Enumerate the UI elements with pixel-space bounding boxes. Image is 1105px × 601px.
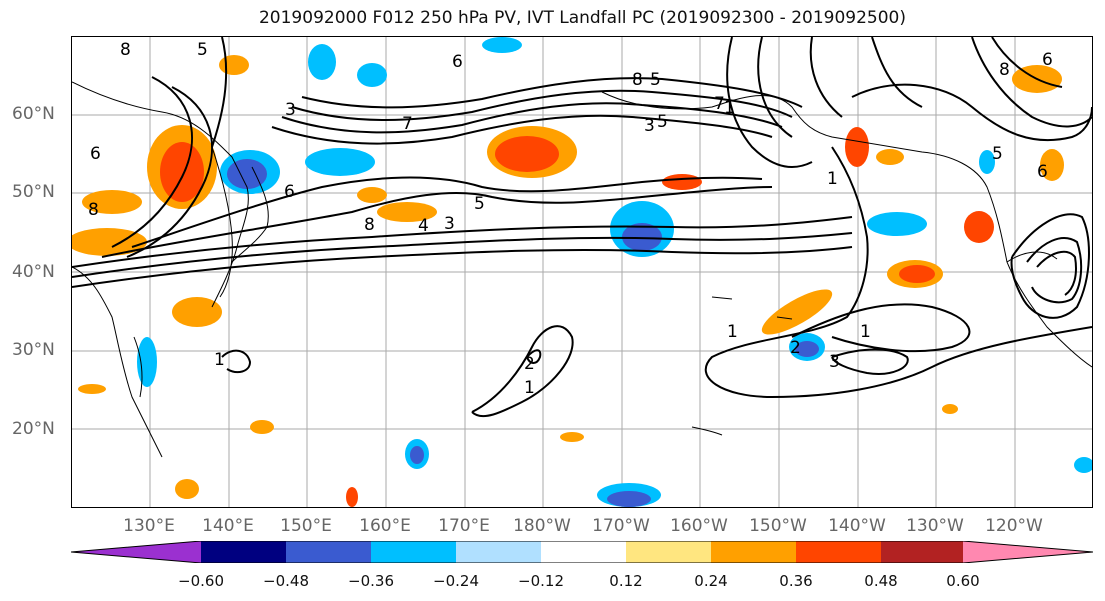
lat-label-40n: 40°N <box>12 262 55 282</box>
colorbar-swatch <box>963 541 1093 563</box>
colorbar-tick: −0.48 <box>263 572 309 590</box>
lon-label-160e: 160°E <box>359 516 411 536</box>
colorbar-tick: 0.48 <box>864 572 898 590</box>
colorbar-swatch <box>796 541 881 563</box>
lat-label-50n: 50°N <box>12 182 55 202</box>
contour-label: 2 <box>790 338 801 358</box>
colorbar-tick: −0.60 <box>178 572 224 590</box>
lon-label-130e: 130°E <box>123 516 175 536</box>
colorbar-tick: 0.24 <box>694 572 728 590</box>
colorbar-tick: 0.12 <box>609 572 643 590</box>
contour-label: 5 <box>992 144 1003 164</box>
contour-label: 3 <box>644 116 655 136</box>
contour-label: 6 <box>452 52 463 72</box>
pv-anomaly-shading <box>67 37 1094 507</box>
map-panel: 8 5 6 6 6 8 8 5 3 7 8 5 4 3 5 1 1 1 1 2 … <box>67 36 1094 508</box>
contour-label: 7 <box>402 114 413 134</box>
lat-label-60n: 60°N <box>12 104 55 124</box>
contour-label: 6 <box>90 144 101 164</box>
lon-label-160w: 160°W <box>670 516 728 536</box>
contour-label: 1 <box>214 350 225 370</box>
contour-label: 8 <box>120 40 131 60</box>
colorbar <box>71 541 1093 563</box>
lat-label-30n: 30°N <box>12 340 55 360</box>
contour-label: 5 <box>657 112 668 132</box>
contour-label: 1 <box>724 98 735 118</box>
contour-label: 1 <box>524 378 535 398</box>
colorbar-tick: −0.36 <box>348 572 394 590</box>
contour-label: 6 <box>1037 162 1048 182</box>
contour-label: 5 <box>474 194 485 214</box>
lon-label-150w: 150°W <box>749 516 807 536</box>
contour-labels: 8 5 6 6 6 8 8 5 3 7 8 5 4 3 5 1 1 1 1 2 … <box>88 40 1053 398</box>
colorbar-swatch <box>626 541 711 563</box>
contour-label: 8 <box>632 70 643 90</box>
contour-label: 8 <box>88 200 99 220</box>
contour-label: 3 <box>285 100 296 120</box>
lon-label-150e: 150°E <box>280 516 332 536</box>
contour-label: 7 <box>714 94 725 114</box>
colorbar-swatch <box>456 541 541 563</box>
contour-label: 3 <box>829 352 840 372</box>
colorbar-tick: 0.60 <box>946 572 980 590</box>
lat-label-20n: 20°N <box>12 419 55 439</box>
contour-label: 8 <box>999 60 1010 80</box>
colorbar-swatch <box>881 541 963 563</box>
lon-label-130w: 130°W <box>906 516 964 536</box>
lon-label-120w: 120°W <box>985 516 1043 536</box>
colorbar-tick: −0.24 <box>433 572 479 590</box>
contour-label: 2 <box>524 354 535 374</box>
colorbar-swatch <box>371 541 456 563</box>
contour-label: 1 <box>827 169 838 189</box>
colorbar-tick: −0.12 <box>518 572 564 590</box>
colorbar-swatch <box>201 541 286 563</box>
pv-contours <box>71 36 1093 418</box>
contour-label: 3 <box>444 214 455 234</box>
contour-label: 8 <box>364 215 375 235</box>
contour-label: 6 <box>284 182 295 202</box>
lon-label-170e: 170°E <box>438 516 490 536</box>
colorbar-swatch <box>71 541 201 563</box>
lon-label-180w: 180°W <box>513 516 571 536</box>
colorbar-swatch <box>541 541 626 563</box>
contour-label: 4 <box>418 216 429 236</box>
colorbar-swatch <box>286 541 371 563</box>
contour-label: 6 <box>1042 50 1053 70</box>
map-title: 2019092000 F012 250 hPa PV, IVT Landfall… <box>258 8 906 28</box>
lon-label-140e: 140°E <box>202 516 254 536</box>
colorbar-swatch <box>711 541 796 563</box>
lon-label-170w: 170°W <box>592 516 650 536</box>
contour-label: 5 <box>650 70 661 90</box>
lon-label-140w: 140°W <box>828 516 886 536</box>
map-canvas: 8 5 6 6 6 8 8 5 3 7 8 5 4 3 5 1 1 1 1 2 … <box>67 36 1094 507</box>
colorbar-tick: 0.36 <box>779 572 813 590</box>
contour-label: 1 <box>860 322 871 342</box>
contour-label: 5 <box>197 40 208 60</box>
contour-label: 1 <box>727 322 738 342</box>
